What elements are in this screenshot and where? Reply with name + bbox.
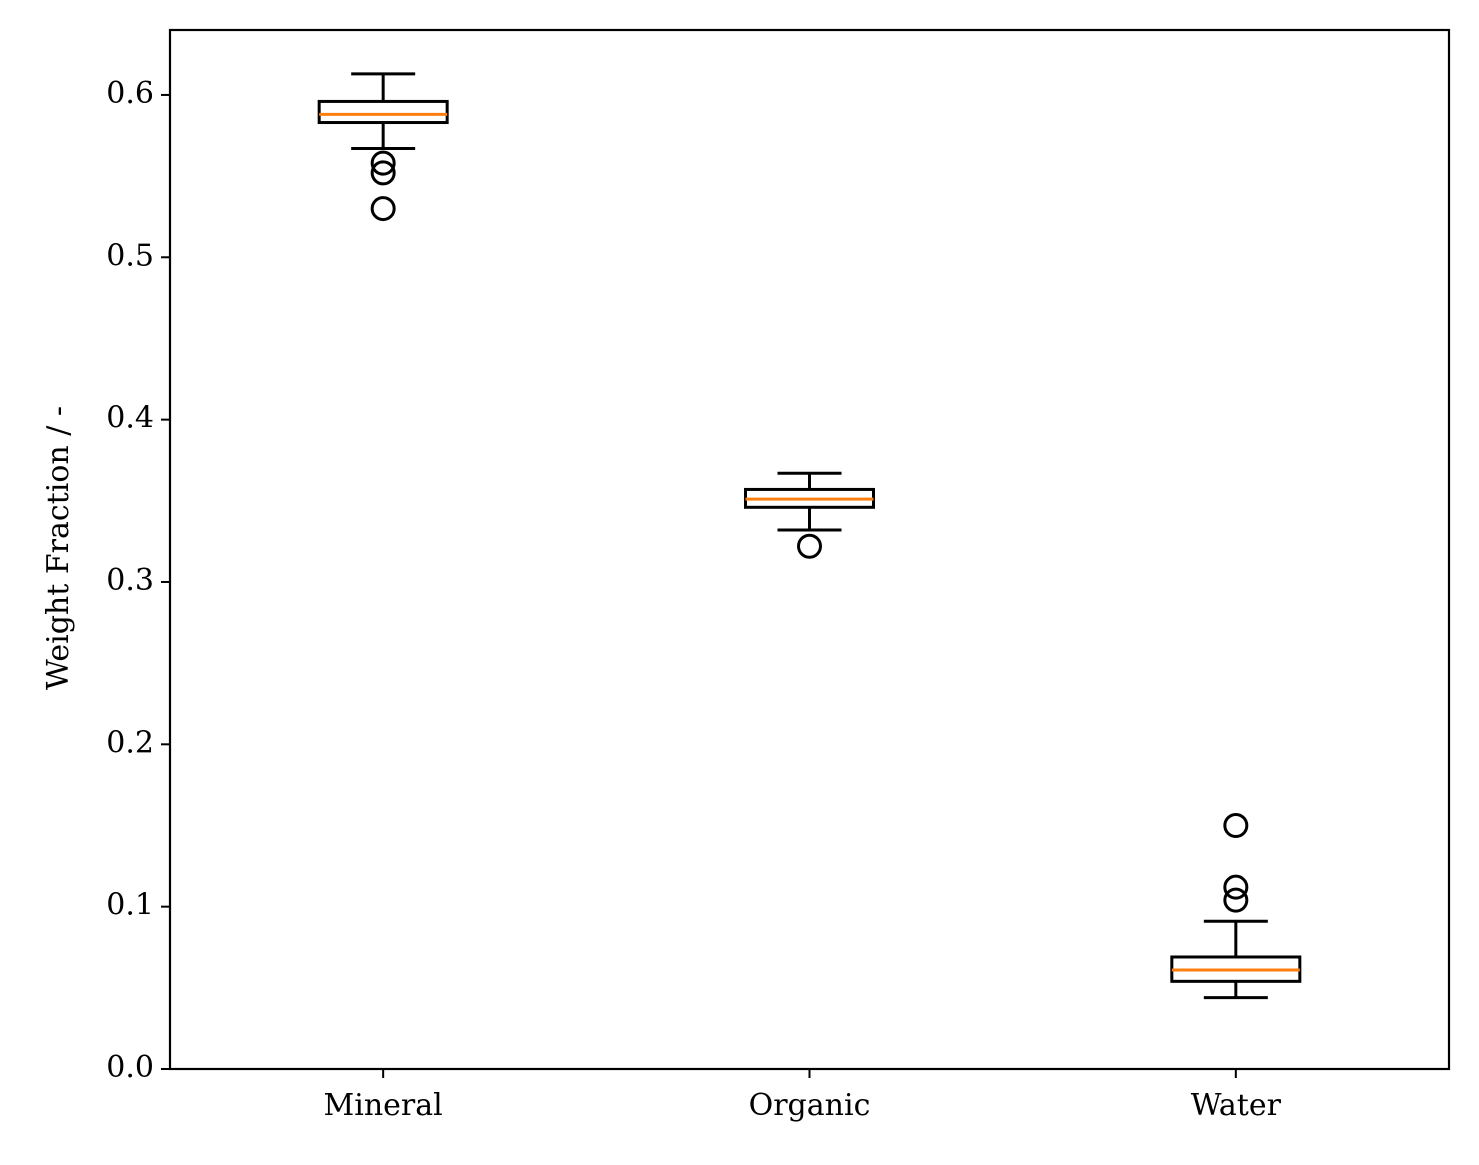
x-tick-label-water: Water [1191,1088,1282,1123]
y-tick-label: 0.2 [106,725,154,760]
outlier-water-1 [1223,812,1249,838]
outlier-mineral-3 [370,196,396,222]
y-tick-label: 0.3 [106,563,154,598]
y-tick-label: 0.6 [106,76,154,111]
axes: 0.0 0.1 0.2 0.3 0.4 0.5 0.6 Mineral Organic Water [106,28,1451,1123]
outlier-mineral-2 [370,160,396,186]
box-mineral [317,72,449,222]
plot-area [317,72,1302,1000]
outlier-organic-1 [797,533,822,559]
y-tick-label: 0.5 [106,238,154,273]
y-tick-label: 0.4 [106,401,154,436]
outlier-water-2 [1223,874,1249,900]
outlier-mineral-1 [370,150,396,176]
x-tick-label-mineral: Mineral [324,1088,443,1123]
y-tick-label: 0.1 [106,888,154,923]
box-water [1170,812,1302,1000]
outlier-water-3 [1223,887,1249,913]
box-organic [744,471,875,559]
iqr-box-mineral [317,99,449,125]
y-axis-label: Weight Fraction / - [41,406,76,690]
plot-frame [168,28,1451,1071]
y-tick-label: 0.0 [106,1050,154,1085]
x-tick-label-organic: Organic [749,1088,871,1123]
